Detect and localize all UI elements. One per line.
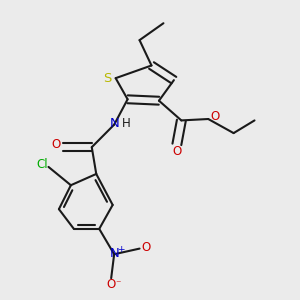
Text: N: N	[110, 117, 120, 130]
Text: +: +	[117, 245, 124, 254]
Text: O: O	[172, 145, 182, 158]
Text: O: O	[142, 241, 151, 254]
Text: H: H	[122, 117, 130, 130]
Text: S: S	[103, 72, 112, 85]
Text: O: O	[210, 110, 219, 123]
Text: N: N	[110, 247, 120, 260]
Text: O: O	[106, 278, 115, 291]
Text: Cl: Cl	[36, 158, 48, 171]
Text: ⁻: ⁻	[115, 279, 121, 290]
Text: O: O	[51, 138, 61, 152]
